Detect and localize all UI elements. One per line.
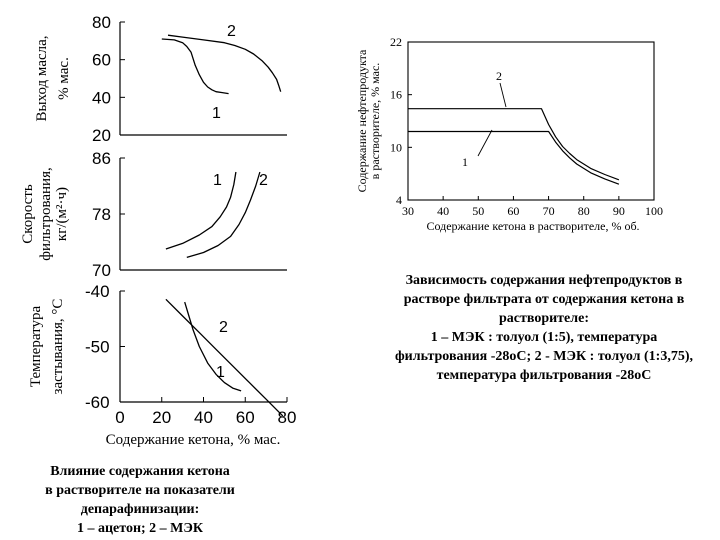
y-axis-label: Выход масла,	[34, 35, 50, 121]
y-tick-label: 60	[92, 51, 111, 70]
series-1-line	[165, 171, 237, 250]
series-1-line	[408, 130, 620, 185]
y-axis-label: в растворителе, % мас.	[368, 63, 382, 180]
curve-label: 1	[212, 105, 221, 122]
y-tick-label: 78	[92, 205, 111, 224]
curve-label: 2	[496, 69, 502, 83]
x-tick-label: 80	[578, 204, 590, 218]
y-axis-label: кг/(м²·ч)	[54, 187, 70, 241]
right-caption-line: 1 – МЭК : толуол (1:5), температура	[430, 330, 658, 345]
y-axis-label: Температура	[28, 306, 44, 388]
right-plot-frame	[407, 41, 655, 201]
series-1-line	[184, 301, 242, 392]
left-caption-line: в растворителе на показатели	[45, 483, 235, 498]
x-tick-label: 20	[152, 408, 171, 427]
y-axis-label: Скорость	[20, 184, 36, 244]
x-axis-label: Содержание кетона в растворителе, % об.	[426, 219, 639, 233]
y-tick-label: 86	[92, 149, 111, 168]
x-tick-label: 100	[645, 204, 663, 218]
x-tick-label: 60	[507, 204, 519, 218]
y-axis-label: фильтрования,	[38, 167, 54, 261]
x-tick-label: 80	[278, 408, 297, 427]
series-2-line	[186, 171, 261, 259]
left-caption: Влияние содержания кетона в растворителе…	[20, 462, 260, 538]
curve-2-leader-line	[499, 82, 507, 108]
y-tick-label: 16	[390, 88, 402, 102]
x-axis-label: Содержание кетона, % мас.	[106, 432, 281, 448]
x-tick-label: 60	[236, 408, 255, 427]
right-caption-line: растворителе:	[498, 311, 589, 326]
left-caption-line: 1 – ацетон; 2 – МЭК	[76, 521, 204, 536]
y-tick-label: 4	[396, 193, 402, 207]
series-2-line	[167, 34, 282, 92]
curve-label: 2	[219, 319, 228, 336]
series-2-line	[165, 298, 284, 417]
x-tick-label: 40	[437, 204, 449, 218]
right-caption-line: Зависимость содержания нефтепродуктов в	[405, 273, 683, 288]
curve-label: 2	[227, 23, 236, 40]
curve-label: 2	[259, 172, 268, 189]
y-tick-label: 20	[92, 126, 111, 145]
x-tick-label: 90	[613, 204, 625, 218]
curve-label: 1	[216, 364, 225, 381]
series-2-line	[408, 108, 620, 181]
right-caption-line: температура фильтрования -28оС	[436, 368, 652, 383]
curve-1-leader-line	[477, 129, 493, 157]
curve-label: 1	[462, 155, 468, 169]
y-tick-label: 40	[92, 88, 111, 107]
curve-label: 1	[213, 172, 222, 189]
x-tick-label: 30	[402, 204, 414, 218]
y-tick-label: 70	[92, 261, 111, 280]
left-caption-line: депарафинизации:	[80, 502, 200, 517]
x-tick-label: 50	[472, 204, 484, 218]
series-1-line	[161, 38, 229, 95]
x-tick-label: 40	[194, 408, 213, 427]
y-tick-label: 80	[92, 13, 111, 32]
right-caption-line: фильтрования -28оС; 2 - МЭК : толуол (1:…	[394, 349, 694, 364]
x-tick-label: 70	[543, 204, 555, 218]
x-tick-label: 0	[115, 408, 124, 427]
y-tick-label: 22	[390, 35, 402, 49]
y-axis-label: застывания, °С	[50, 299, 66, 395]
y-tick-label: -50	[85, 338, 110, 357]
y-axis-label: % мас.	[56, 57, 72, 100]
left-caption-line: Влияние содержания кетона	[50, 464, 230, 479]
y-tick-label: -40	[85, 282, 110, 301]
right-caption-line: растворе фильтрата от содержания кетона …	[403, 292, 685, 307]
y-axis-label: Содержание нефтепродукта	[355, 49, 369, 192]
right-caption: Зависимость содержания нефтепродуктов в …	[368, 271, 720, 385]
y-tick-label: -60	[85, 393, 110, 412]
y-tick-label: 10	[390, 140, 402, 154]
